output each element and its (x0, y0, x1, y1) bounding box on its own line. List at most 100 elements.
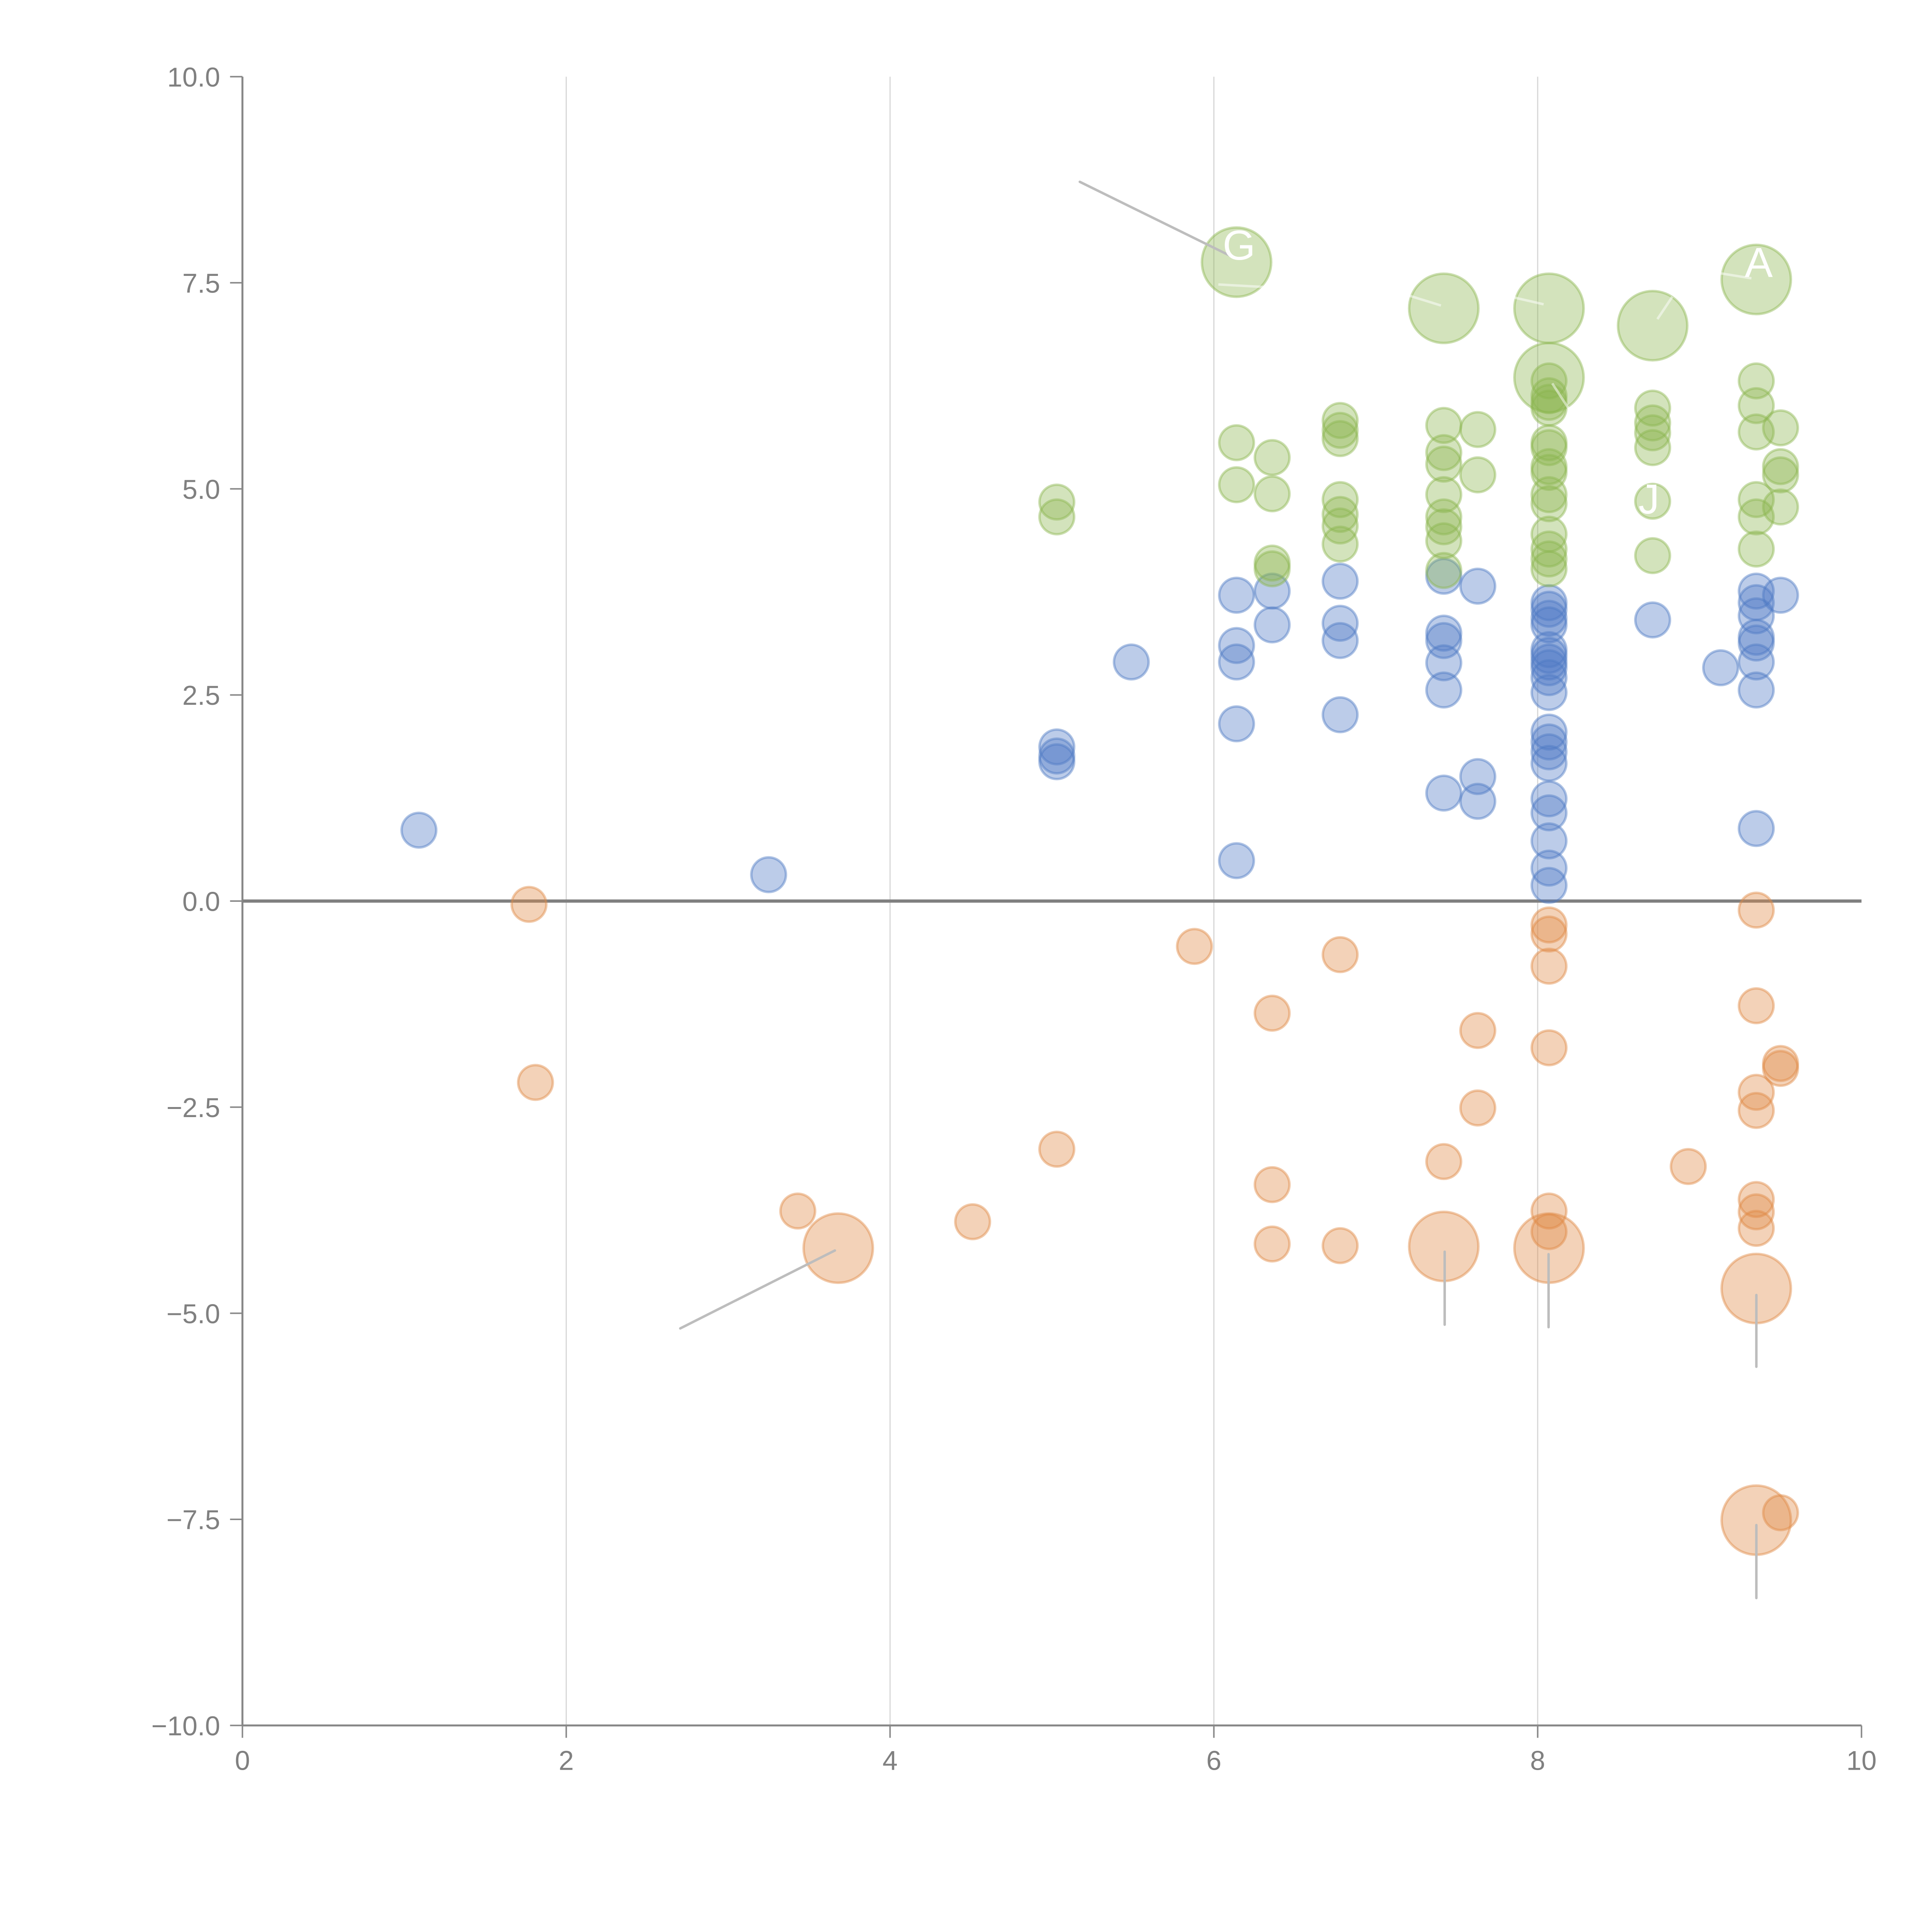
blue-point (1702, 649, 1740, 687)
axes: 10.0 7.5 5.0 2.5 0.0 −2.5 −5.0 −7.5 −10.0 0 2 4 6 8 10 (151, 62, 1877, 1776)
green-point (1425, 498, 1463, 536)
blue-point (750, 856, 787, 893)
label-leaders (679, 180, 1758, 1599)
data-points (400, 226, 1799, 1556)
green-point (1762, 409, 1799, 447)
leader-line (679, 1249, 836, 1330)
orange-point (1530, 947, 1568, 985)
green-point (1530, 540, 1568, 578)
green-point (1321, 526, 1359, 563)
orange-point (1738, 1193, 1775, 1231)
blue-point (1530, 606, 1568, 644)
blue-point (1738, 624, 1775, 662)
orange-point (1530, 1213, 1568, 1250)
green-point (1738, 413, 1775, 451)
green-point (1425, 476, 1463, 514)
leader-line (1551, 383, 1570, 409)
blue-point (1530, 590, 1568, 628)
blue-point (1530, 659, 1568, 696)
blue-point (1459, 567, 1497, 605)
y-tick-label: −7.5 (167, 1505, 220, 1535)
blue-point (1530, 849, 1568, 887)
blue-point (1738, 810, 1775, 847)
blue-point (1738, 619, 1775, 656)
blue-point (1530, 822, 1568, 860)
orange-point (779, 1192, 816, 1230)
blue-point (1425, 644, 1463, 682)
orange-point (1738, 1092, 1775, 1129)
y-tick-label: −10.0 (151, 1711, 220, 1741)
green-point (1425, 434, 1463, 471)
green-point (1459, 411, 1497, 448)
orange-point (1738, 1209, 1775, 1247)
blue-point (1738, 671, 1775, 709)
blue-point (1425, 614, 1463, 652)
x-tick-label: 10 (1846, 1745, 1876, 1776)
orange-point (1670, 1148, 1707, 1185)
green-point (1617, 289, 1689, 362)
blue-point (1038, 728, 1076, 766)
blue-point (1425, 671, 1463, 709)
green-point (1321, 481, 1359, 518)
blue-point (1321, 696, 1359, 733)
point-label-g: G (1223, 222, 1255, 269)
green-point (1321, 402, 1359, 439)
green-point (1321, 412, 1359, 449)
blue-point (1253, 572, 1291, 610)
green-point (1530, 454, 1568, 491)
blue-point (1459, 758, 1497, 795)
blue-point (1218, 705, 1255, 743)
green-point (1530, 485, 1568, 522)
orange-point (1253, 1225, 1291, 1263)
x-tick-label: 6 (1206, 1745, 1221, 1776)
green-point (1634, 483, 1672, 520)
blue-point (400, 811, 438, 849)
green-point (1738, 481, 1775, 518)
green-point (1253, 550, 1291, 588)
blue-point (1218, 643, 1255, 681)
orange-point (1038, 1131, 1076, 1168)
green-point (1425, 552, 1463, 589)
blue-point (1459, 782, 1497, 820)
orange-point (1762, 1494, 1799, 1532)
blue-point (1530, 600, 1568, 637)
leader-line (1656, 296, 1673, 320)
orange-point (1762, 1045, 1799, 1082)
green-point (1634, 414, 1672, 452)
blue-point (1530, 631, 1568, 668)
orange-point (1321, 936, 1359, 973)
orange-point (1176, 928, 1213, 965)
blue-point (1530, 780, 1568, 818)
y-tick-label: −5.0 (167, 1298, 220, 1329)
green-point (1253, 439, 1291, 476)
green-point (1201, 226, 1272, 298)
green-point (1720, 243, 1793, 316)
blue-point (1530, 584, 1568, 621)
green-point (1321, 507, 1359, 545)
blue-point (1530, 723, 1568, 761)
blue-point (1425, 774, 1463, 812)
green-point (1530, 424, 1568, 461)
green-point (1738, 498, 1775, 536)
blue-point (1321, 622, 1359, 659)
green-point (1530, 550, 1568, 588)
green-point (1513, 272, 1585, 344)
y-tick-label: 7.5 (182, 268, 220, 298)
blue-point (1530, 733, 1568, 770)
green-point (1513, 342, 1585, 414)
orange-point (1530, 1192, 1568, 1230)
orange-point (954, 1203, 992, 1240)
blue-point (1425, 622, 1463, 659)
blue-point (1218, 842, 1255, 879)
green-point (1425, 446, 1463, 483)
blue-point (1530, 745, 1568, 782)
green-point (1634, 537, 1672, 575)
leader-line (1385, 287, 1442, 307)
orange-point (1738, 1073, 1775, 1111)
green-point (1425, 508, 1463, 546)
blue-point (1321, 563, 1359, 600)
x-tick-label: 2 (559, 1745, 574, 1776)
orange-point (1253, 1166, 1291, 1203)
x-tick-label: 4 (883, 1745, 898, 1776)
green-point (1425, 522, 1463, 560)
